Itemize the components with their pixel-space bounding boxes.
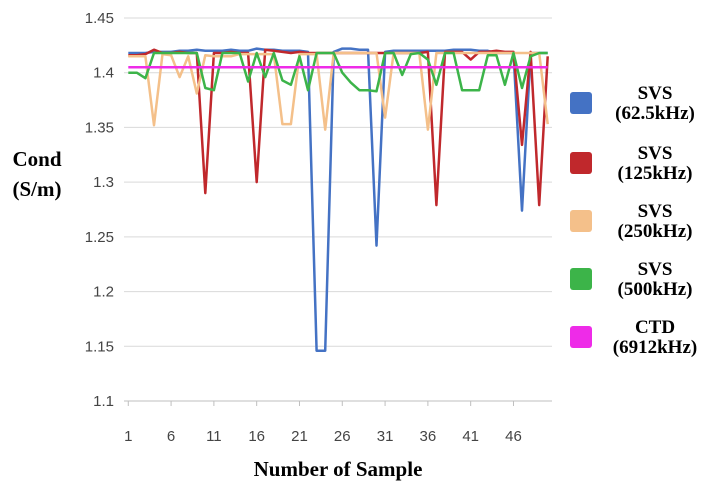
y-tick-label: 1.4 — [93, 65, 114, 82]
x-tick-label: 36 — [420, 428, 437, 445]
x-tick-label: 1 — [124, 428, 132, 445]
legend-label: (6912kHz) — [613, 337, 697, 358]
legend-swatch — [570, 268, 592, 290]
legend-label: SVS — [638, 83, 673, 104]
series-lines — [128, 47, 549, 352]
legend-label: (250kHz) — [618, 221, 693, 242]
y-tick-label: 1.25 — [85, 229, 114, 246]
legend-swatch — [570, 152, 592, 174]
y-tick-label: 1.15 — [85, 338, 114, 355]
x-tick-label: 41 — [462, 428, 479, 445]
legend-label: SVS — [638, 201, 673, 222]
legend-label: (500kHz) — [618, 279, 693, 300]
x-tick-label: 11 — [206, 428, 222, 445]
x-tick-label: 16 — [248, 428, 265, 445]
gridlines — [124, 17, 552, 347]
y-tick-label: 1.1 — [93, 393, 114, 410]
x-tick-label: 31 — [377, 428, 394, 445]
series-line-4 — [128, 51, 548, 93]
y-axis-ticks: 1.1 1.15 1.2 1.25 1.3 1.35 1.4 1.45 — [85, 10, 114, 410]
y-tick-label: 1.3 — [93, 174, 114, 191]
legend-label: SVS — [638, 143, 673, 164]
y-tick-label: 1.35 — [85, 119, 114, 136]
y-axis-title-line-1: Cond — [12, 147, 61, 171]
legend: SVS(62.5kHz)SVS(125kHz)SVS(250kHz)SVS(50… — [570, 83, 697, 358]
legend-label: (125kHz) — [618, 163, 693, 184]
series-line-3 — [128, 51, 549, 131]
legend-swatch — [570, 210, 592, 232]
x-tick-label: 46 — [505, 428, 522, 445]
legend-swatch — [570, 326, 592, 348]
y-tick-label: 1.2 — [93, 284, 114, 301]
x-axis-ticks: 1 6 11 16 21 26 31 36 41 46 — [124, 401, 522, 445]
legend-label: SVS — [638, 259, 673, 280]
legend-label: (62.5kHz) — [615, 103, 695, 124]
y-axis-title-line-2: (S/m) — [13, 177, 62, 201]
x-tick-label: 6 — [167, 428, 175, 445]
x-axis-title: Number of Sample — [254, 457, 423, 481]
legend-swatch — [570, 92, 592, 114]
series-line-1 — [128, 47, 548, 352]
legend-label: CTD — [635, 317, 675, 338]
y-tick-label: 1.45 — [85, 10, 114, 27]
x-tick-label: 21 — [291, 428, 308, 445]
x-tick-label: 26 — [334, 428, 351, 445]
